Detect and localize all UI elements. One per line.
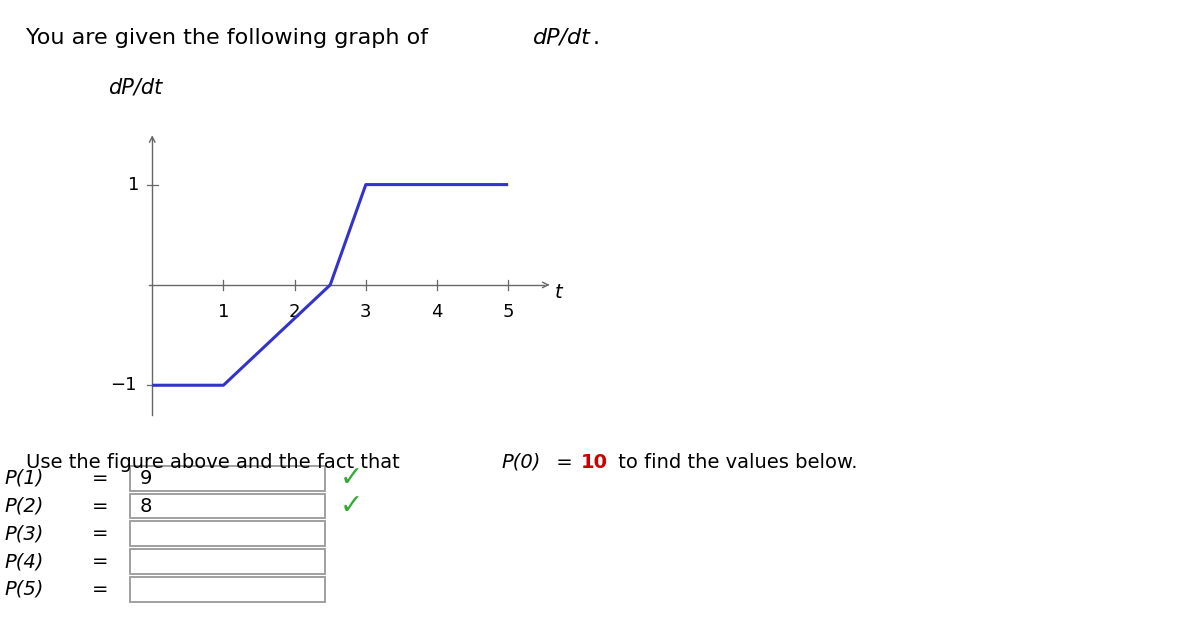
Text: 4: 4 bbox=[431, 303, 443, 321]
Text: =: = bbox=[92, 524, 108, 543]
Text: 1: 1 bbox=[128, 175, 139, 193]
FancyBboxPatch shape bbox=[130, 549, 325, 574]
Text: P(5): P(5) bbox=[4, 580, 43, 599]
Text: 8: 8 bbox=[140, 496, 152, 516]
Text: =: = bbox=[92, 496, 108, 516]
Text: t: t bbox=[554, 284, 562, 302]
Text: to find the values below.: to find the values below. bbox=[612, 453, 858, 472]
Text: =: = bbox=[550, 453, 578, 472]
Text: Use the figure above and the fact that: Use the figure above and the fact that bbox=[26, 453, 407, 472]
Text: P(1): P(1) bbox=[4, 469, 43, 488]
Text: P(0): P(0) bbox=[502, 453, 541, 472]
Text: dP/dt: dP/dt bbox=[533, 28, 590, 48]
Text: P(2): P(2) bbox=[4, 496, 43, 516]
FancyBboxPatch shape bbox=[130, 466, 325, 491]
Text: 2: 2 bbox=[289, 303, 300, 321]
Text: P(3): P(3) bbox=[4, 524, 43, 543]
Text: 1: 1 bbox=[217, 303, 229, 321]
Text: 3: 3 bbox=[360, 303, 372, 321]
Text: ✓: ✓ bbox=[340, 492, 364, 520]
Text: 5: 5 bbox=[503, 303, 514, 321]
Text: =: = bbox=[92, 580, 108, 599]
Text: 10: 10 bbox=[581, 453, 607, 472]
Text: .: . bbox=[593, 28, 600, 48]
Text: ✓: ✓ bbox=[340, 464, 364, 492]
FancyBboxPatch shape bbox=[130, 577, 325, 601]
Text: 9: 9 bbox=[140, 469, 152, 488]
FancyBboxPatch shape bbox=[130, 494, 325, 518]
Text: =: = bbox=[92, 469, 108, 488]
Text: P(4): P(4) bbox=[4, 552, 43, 571]
Text: dP/dt: dP/dt bbox=[108, 78, 162, 98]
Text: You are given the following graph of: You are given the following graph of bbox=[26, 28, 436, 48]
FancyBboxPatch shape bbox=[130, 521, 325, 546]
Text: =: = bbox=[92, 552, 108, 571]
Text: −1: −1 bbox=[110, 376, 137, 394]
